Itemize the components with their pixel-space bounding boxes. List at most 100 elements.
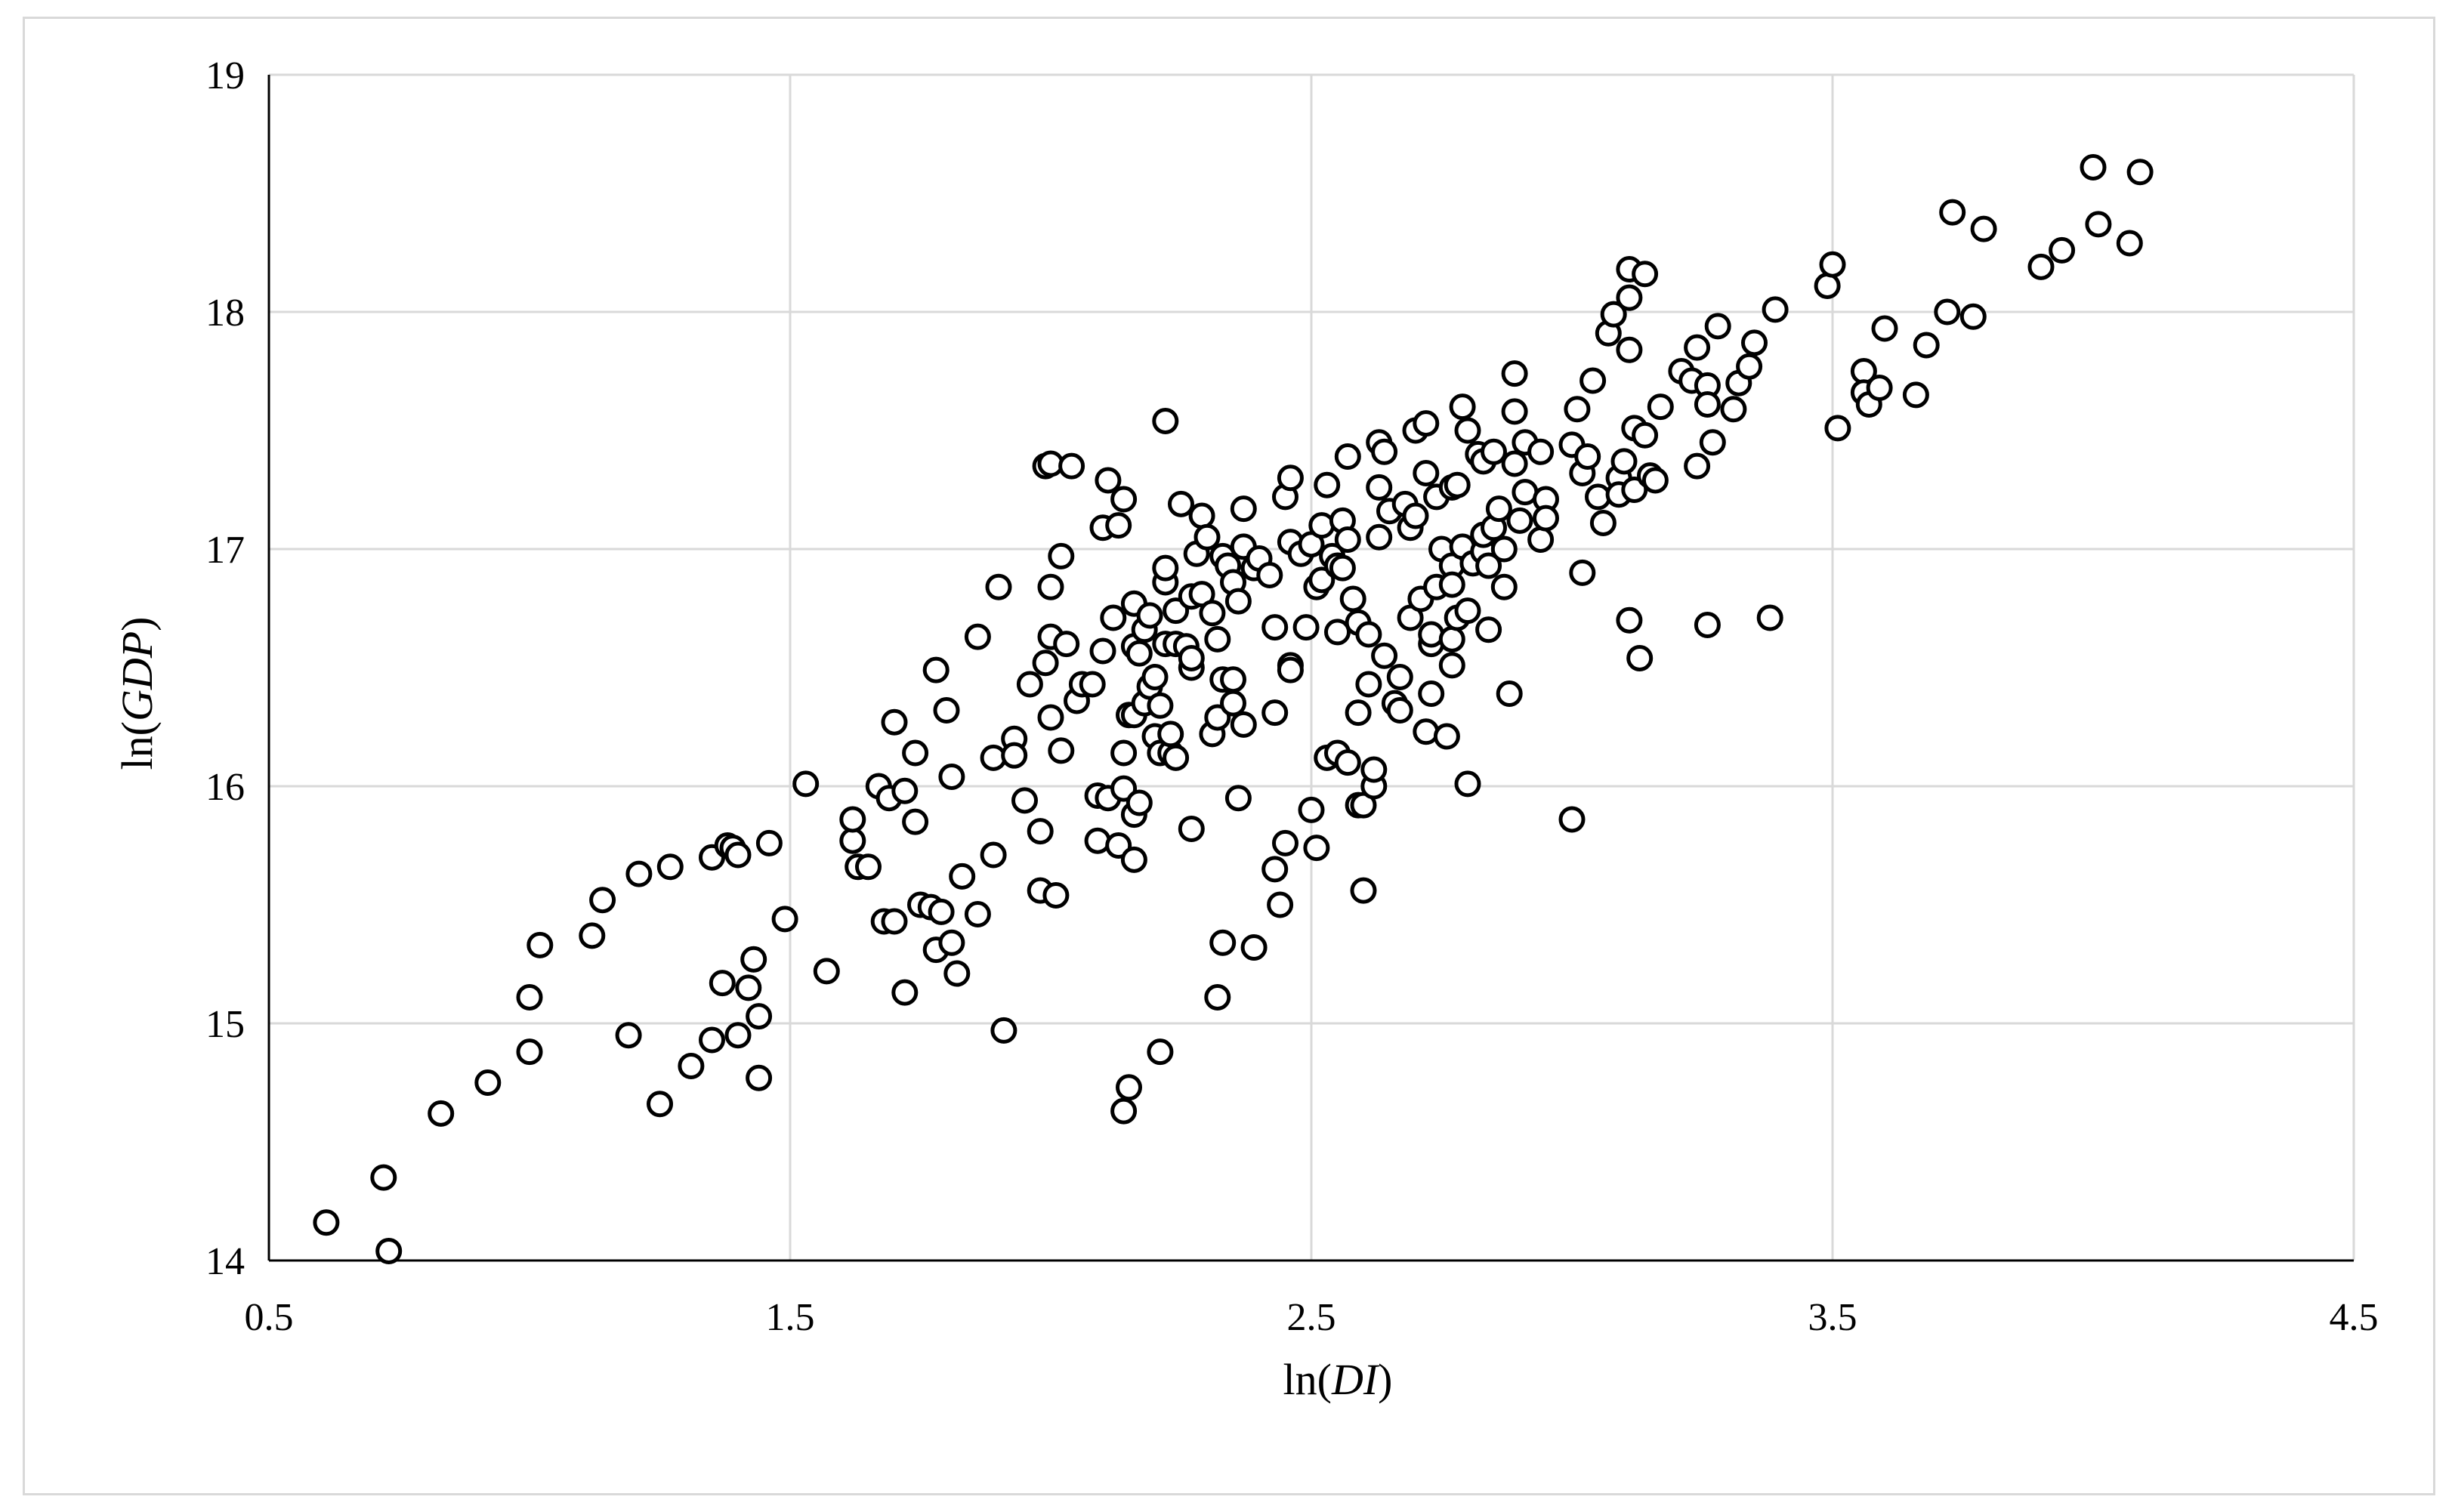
scatter-point [1454,417,1481,444]
scatter-point [1433,723,1460,750]
scatter-point [1126,640,1153,667]
scatter-point [1762,296,1789,323]
scatter-point [1256,562,1283,589]
x-tick-label: 3.5 [1808,1296,1857,1339]
scatter-point [699,1026,725,1054]
scatter-point [1230,711,1257,738]
scatter-point [985,573,1012,600]
scatter-point [1501,360,1528,387]
scatter-point [516,1038,543,1066]
scatter-point [1334,749,1361,776]
scatter-point [1694,390,1721,418]
scatter-point [949,862,976,890]
scatter-point [313,1209,340,1236]
scatter-point [891,777,919,804]
scatter-point [678,1053,705,1080]
scatter-point [938,929,965,956]
scatter-point [1120,846,1147,873]
scatter-point [1699,429,1726,456]
scatter-point [1413,410,1440,437]
scatter-point [855,853,882,881]
scatter-point [1079,671,1106,698]
scatter-point [1178,644,1205,671]
scatter-point [1032,650,1059,677]
scatter-point [1371,642,1398,669]
scatter-point [474,1069,502,1096]
scatter-point [1366,523,1393,551]
scatter-point [1438,652,1465,679]
scatter-point [1413,718,1440,745]
y-tick-label: 19 [205,54,245,97]
scatter-point [813,958,840,985]
y-tick-label: 18 [205,292,245,335]
scatter-point [902,739,929,767]
scatter-point [1720,396,1747,423]
scatter-point [589,887,616,914]
scatter-point [1224,785,1252,812]
scatter-point [1939,199,1966,226]
scatter-point [1058,452,1085,480]
scatter-point [2049,236,2076,264]
x-tick-label: 4.5 [2330,1296,2379,1339]
scatter-point [1048,737,1075,764]
scatter-point [1157,721,1184,748]
gridlines [269,73,2355,1261]
scatter-point [1490,573,1518,600]
scatter-point [1339,585,1366,613]
scatter-point [1418,680,1445,708]
scatter-point [2085,211,2112,238]
scatter-point [1819,251,1846,278]
scatter-point [516,983,543,1011]
scatter-point [615,1022,642,1049]
scatter-point [1220,666,1246,693]
scatter-point [1600,301,1627,328]
scatter-point [746,1003,773,1030]
scatter-point [1616,336,1643,363]
data-points [313,153,2154,1264]
x-tick-label: 1.5 [766,1296,815,1339]
scatter-point [1360,756,1388,783]
y-tick-label: 15 [205,1003,245,1046]
scatter-point [1564,396,1591,423]
scatter-point [1345,699,1372,727]
scatter-point [1626,644,1654,671]
scatter-point [1261,614,1289,641]
scatter-point [1224,588,1252,615]
scatter-point [1970,215,1997,242]
scatter-point [1298,796,1325,823]
scatter-point [1303,835,1330,862]
scatter-point [1240,934,1268,961]
scatter-point [1152,554,1179,582]
scatter-point [1324,619,1351,646]
scatter-point [1814,272,1841,299]
scatter-point [902,808,929,835]
scatter-point [1824,415,1851,442]
x-axis-title: ln(DI) [1283,1355,1393,1404]
chart-frame: 0.5 1.5 2.5 3.5 4.5 14 15 16 17 18 19 ln(DI) ln(GD… [23,17,2435,1495]
scatter-point [1308,512,1336,539]
scatter-point [1355,671,1382,698]
scatter-point [1277,464,1304,492]
scatter-point [656,853,684,881]
scatter-point [839,827,866,854]
scatter-point [1001,742,1028,769]
scatter-point [1574,443,1601,471]
scatter-point [1220,690,1246,717]
scatter-point [1959,303,1987,330]
scatter-point [1168,490,1194,517]
scatter-point [1527,438,1555,465]
axes [267,75,2354,1262]
scatter-point [1366,474,1393,501]
scatter-point [1756,604,1783,631]
scatter-point [735,974,762,1001]
scatter-point [724,841,752,869]
y-axis-title: ln(GDP) [113,617,162,770]
scatter-point [1527,526,1555,553]
scatter-point [1579,367,1607,394]
scatter-point [1616,284,1643,311]
scatter-point [1147,692,1174,719]
scatter-point [1277,656,1304,683]
scatter-point [1418,621,1445,648]
scatter-point [1261,699,1289,727]
scatter-point [1402,502,1429,529]
